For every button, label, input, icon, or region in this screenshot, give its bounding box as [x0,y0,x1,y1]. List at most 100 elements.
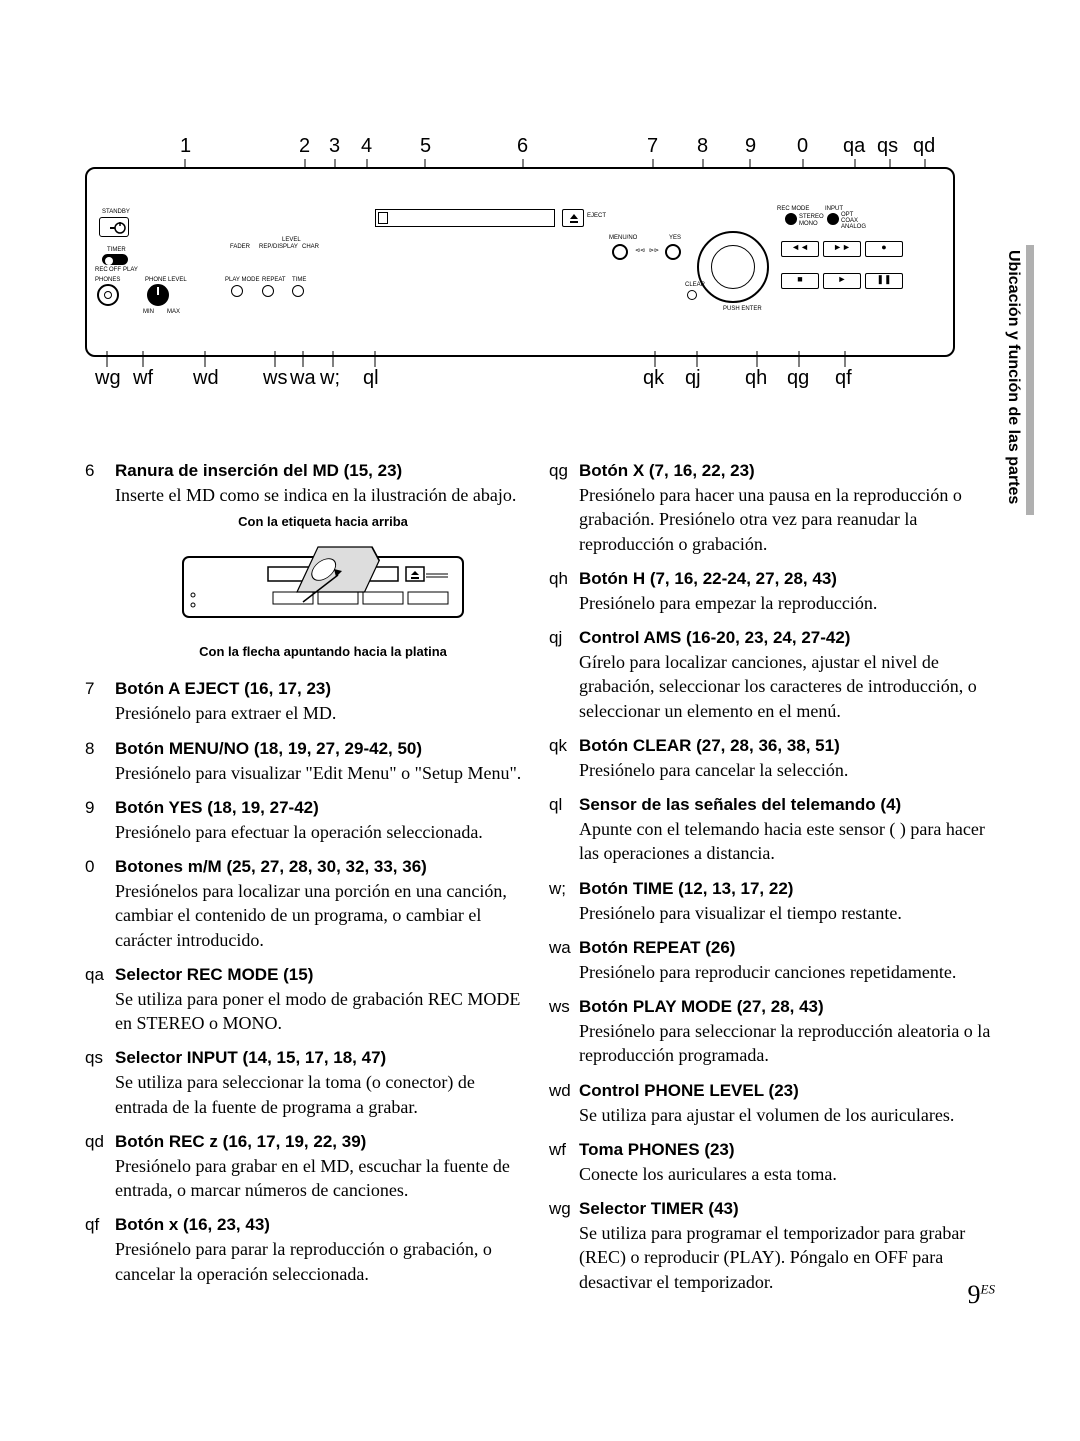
callout-top: 0 [797,135,808,158]
entry-title: Botón MENU/NO (18, 19, 27, 29-42, 50) [115,738,531,761]
entry-title: Botón TIME (12, 13, 17, 22) [579,878,995,901]
callout-bottom: qh [745,367,767,390]
callout-top: 9 [745,135,756,158]
transport-row-bottom: ■ ► ❚❚ [781,273,903,289]
timer-switch [102,254,128,265]
entry: qhBotón H (7, 16, 22-24, 27, 28, 43)Pres… [549,568,995,615]
phone-level-knob [147,284,169,306]
entry: qfBotón x (16, 23, 43)Presiónelo para pa… [85,1214,531,1286]
entry-desc: Presiónelo para reproducir canciones rep… [579,960,995,984]
btn-repeat [262,285,274,297]
entry-desc: Presiónelo para visualizar "Edit Menu" o… [115,761,531,785]
label-play: PLAY [123,267,138,273]
label-rec: REC [95,267,108,273]
entry-title: Botón X (7, 16, 22, 23) [579,460,995,483]
entry-body: Botón x (16, 23, 43)Presiónelo para para… [115,1214,531,1286]
entry-number: qh [549,568,579,615]
entry-desc: Se utiliza para ajustar el volumen de lo… [579,1103,995,1127]
callout-top: qa [843,135,865,158]
callout-bottom: wg [95,367,121,390]
callout-bottom: wa [290,367,316,390]
btn-yes [665,244,681,260]
left-column: 6Ranura de inserción del MD (15, 23)Inse… [85,460,531,1306]
entry: wfToma PHONES (23)Conecte los auriculare… [549,1139,995,1186]
label-phones: PHONES [95,277,120,283]
callout-bottom: wd [193,367,219,390]
side-tab-label: Ubicación y función de las partes [1004,250,1022,504]
entry-desc: Apunte con el telemando hacia este senso… [579,817,995,866]
callout-bottom: wf [133,367,153,390]
transport-row-top: ◄◄ ►► ● [781,241,903,257]
callout-bottom: qg [787,367,809,390]
right-column: qgBotón X (7, 16, 22, 23)Presiónelo para… [549,460,995,1306]
entry-number: qd [85,1131,115,1203]
content-columns: 6Ranura de inserción del MD (15, 23)Inse… [85,460,995,1306]
callout-top: qs [877,135,898,158]
entry: wdControl PHONE LEVEL (23)Se utiliza par… [549,1080,995,1127]
device-outline: STANDBY TIMER REC OFF PLAY PHONES PHONE … [85,167,955,357]
callout-top: 4 [361,135,372,158]
entry-title: Botón YES (18, 19, 27-42) [115,797,531,820]
entry-title: Botón A EJECT (16, 17, 23) [115,678,531,701]
entry-title: Botón x (16, 23, 43) [115,1214,531,1237]
label-fader: FADER [230,244,250,250]
entry: qdBotón REC z (16, 17, 19, 22, 39)Presió… [85,1131,531,1203]
entry-body: Sensor de las señales del telemando (4)A… [579,794,995,866]
callout-top: qd [913,135,935,158]
label-menuno: MENU/NO [609,235,637,241]
entry-number: wg [549,1198,579,1294]
btn-playmode [231,285,243,297]
entry-number: qg [549,460,579,556]
label-timer: TIMER [107,247,126,253]
entry-desc: Gírelo para localizar canciones, ajustar… [579,650,995,723]
entry-body: Botón A EJECT (16, 17, 23)Presiónelo par… [115,678,531,725]
eject-button [562,209,584,227]
mini-device-illustration [178,537,468,637]
callout-top: 3 [329,135,340,158]
entry-number: ql [549,794,579,866]
entry-desc: Presiónelo para efectuar la operación se… [115,820,531,844]
callout-bottom: qf [835,367,852,390]
entry: qgBotón X (7, 16, 22, 23)Presiónelo para… [549,460,995,556]
label-recmode: REC MODE [777,206,809,212]
btn-time [292,285,304,297]
entry-number: qf [85,1214,115,1286]
entry-title: Ranura de inserción del MD (15, 23) [115,460,531,483]
power-button [99,217,129,237]
entry-number: 6 [85,460,115,666]
entry-body: Selector REC MODE (15)Se utiliza para po… [115,964,531,1036]
label-pushenter: PUSH ENTER [723,306,762,312]
entry-number: wa [549,937,579,984]
page: Ubicación y función de las partes 1 234 5 6… [0,0,1080,1346]
callout-top: 8 [697,135,708,158]
callout-top: 6 [517,135,528,158]
entry-title: Selector REC MODE (15) [115,964,531,987]
entry-desc: Presiónelo para grabar en el MD, escucha… [115,1154,531,1203]
entry-title: Sensor de las señales del telemando (4) [579,794,995,817]
label-playmode: PLAY MODE [225,277,259,283]
mini-caption-top: Con la etiqueta hacia arriba [115,513,531,531]
label-off: OFF [109,267,121,273]
entry-desc: Presiónelo para seleccionar la reproducc… [579,1019,995,1068]
entry-body: Botón X (7, 16, 22, 23)Presiónelo para h… [579,460,995,556]
entry-number: 0 [85,856,115,952]
callout-top: 2 [299,135,310,158]
entry: wsBotón PLAY MODE (27, 28, 43)Presiónelo… [549,996,995,1068]
btn-clear [687,290,697,300]
entry-title: Toma PHONES (23) [579,1139,995,1162]
entry-desc: Presiónelo para hacer una pausa en la re… [579,483,995,556]
entry-number: qk [549,735,579,782]
recmode-knob [785,213,797,225]
callout-top: 5 [420,135,431,158]
callout-top: 1 [180,135,191,158]
entry-title: Selector INPUT (14, 15, 17, 18, 47) [115,1047,531,1070]
entry-desc: Presiónelo para empezar la reproducción. [579,591,995,615]
entry: qlSensor de las señales del telemando (4… [549,794,995,866]
entry-title: Botones m/M (25, 27, 28, 30, 32, 33, 36) [115,856,531,879]
side-gray-bar [1026,245,1034,515]
entry-body: Botón MENU/NO (18, 19, 27, 29-42, 50)Pre… [115,738,531,785]
entry-number: qj [549,627,579,723]
entry: waBotón REPEAT (26)Presiónelo para repro… [549,937,995,984]
entry-title: Botón REC z (16, 17, 19, 22, 39) [115,1131,531,1154]
callout-bottom: qj [685,367,701,390]
